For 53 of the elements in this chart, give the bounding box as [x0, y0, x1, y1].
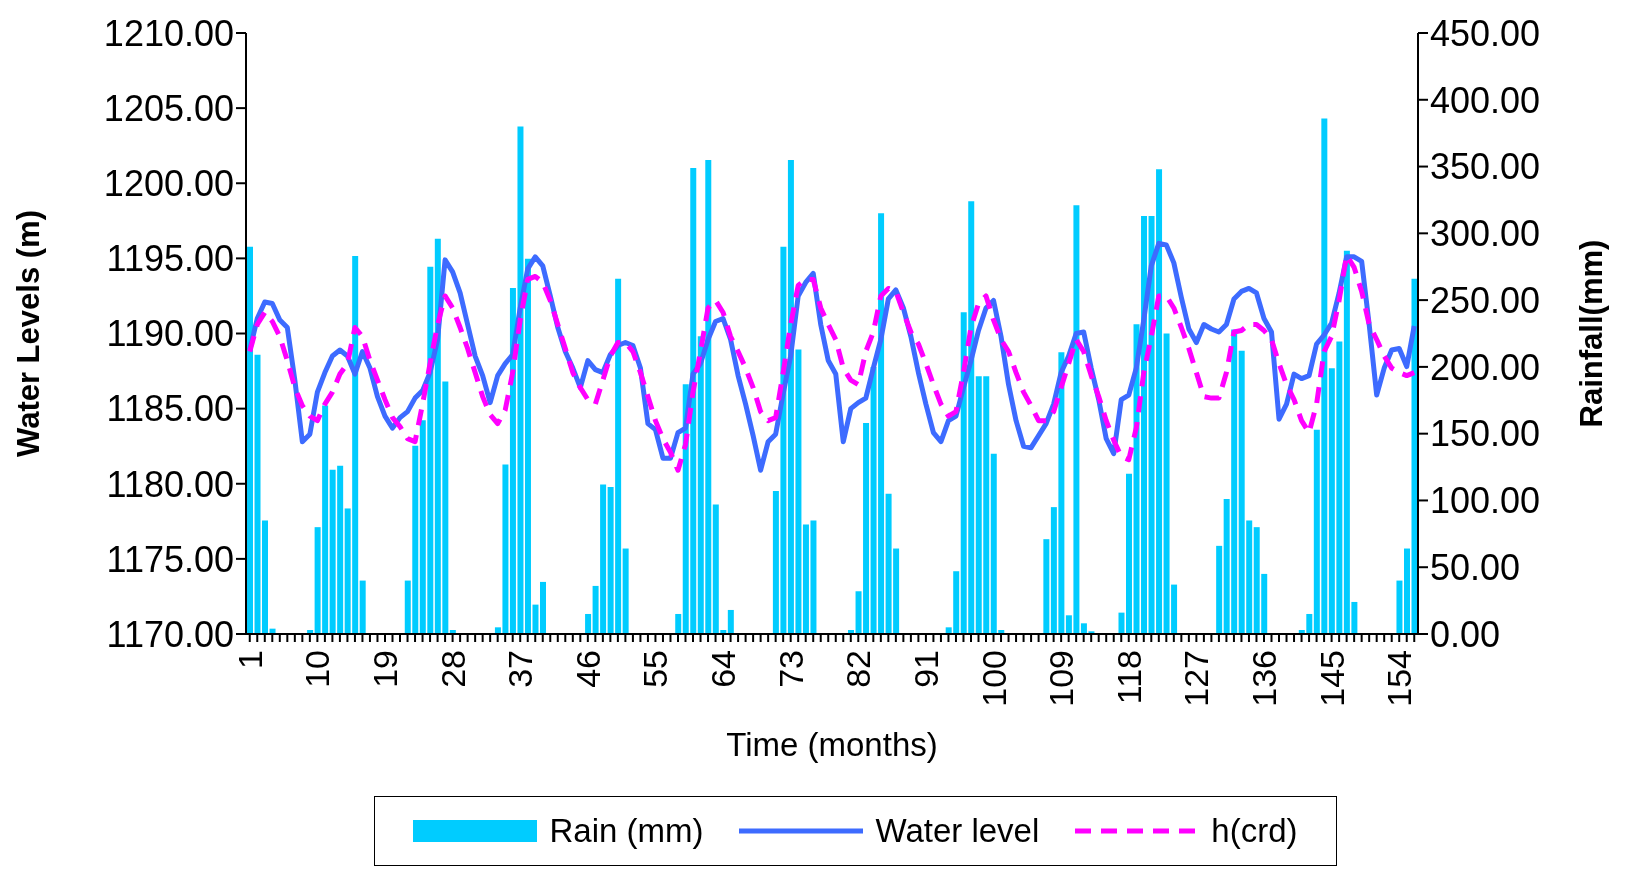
- y2-tick-label: 300.00: [1430, 213, 1541, 255]
- bar: [1118, 612, 1125, 634]
- x-tick-label: 28: [433, 650, 472, 688]
- x-tick-label: 100: [974, 650, 1013, 707]
- x-tick-label: 73: [771, 650, 810, 688]
- y2-tick-label: 150.00: [1430, 413, 1541, 455]
- legend-label: Water level: [875, 812, 1040, 850]
- y2-tick-label: 350.00: [1430, 146, 1541, 188]
- x-tick-label: 136: [1244, 650, 1283, 707]
- y2-tick-label: 250.00: [1430, 279, 1541, 321]
- x-tick-label: 154: [1380, 650, 1419, 707]
- bar: [247, 246, 253, 634]
- x-tick-label: 10: [298, 650, 337, 688]
- y-tick-label: 1210.00: [103, 12, 234, 54]
- y2-axis-title: Rainfall(mm): [1574, 239, 1610, 428]
- y-tick-label: 1185.00: [106, 388, 234, 430]
- y2-tick-label: 0.00: [1430, 613, 1501, 655]
- y2-tick-label: 400.00: [1430, 79, 1541, 121]
- bar: [540, 581, 546, 634]
- x-tick-label: 91: [906, 650, 945, 688]
- bar: [359, 580, 366, 634]
- bar: [727, 609, 734, 634]
- legend-label: Rain (mm): [549, 812, 704, 850]
- y-tick-label: 1200.00: [103, 163, 234, 205]
- legend-label: h(crd): [1211, 812, 1298, 850]
- y-tick-label: 1175.00: [106, 538, 234, 580]
- x-tick-label: 46: [568, 650, 607, 688]
- y-tick-label: 1195.00: [106, 238, 234, 280]
- y-axis-title: Water Levels (m): [11, 210, 47, 457]
- y-tick-label: 1180.00: [106, 463, 234, 505]
- y2-tick-label: 50.00: [1430, 547, 1521, 588]
- x-axis-title: Time (months): [726, 726, 938, 763]
- x-tick-label: 127: [1177, 650, 1216, 707]
- x-tick-label: 55: [636, 650, 675, 688]
- y2-tick-label: 200.00: [1430, 346, 1541, 388]
- x-tick-label: 37: [501, 650, 540, 688]
- bar: [675, 613, 682, 634]
- bar: [1126, 473, 1132, 634]
- bar: [622, 548, 629, 634]
- x-tick-label: 109: [1042, 650, 1081, 707]
- y2-tick-label: 450.00: [1430, 12, 1541, 54]
- y-tick-label: 1190.00: [106, 313, 234, 355]
- y-tick-label: 1205.00: [103, 87, 234, 129]
- bar: [1216, 545, 1223, 634]
- bar: [1396, 580, 1403, 634]
- bar: [1043, 539, 1050, 634]
- x-tick-label: 19: [365, 650, 404, 688]
- y2-tick-label: 100.00: [1430, 480, 1541, 522]
- bar: [585, 613, 592, 634]
- x-tick-label: 64: [704, 650, 743, 688]
- x-tick-label: 145: [1312, 650, 1351, 707]
- x-tick-label: 82: [839, 650, 878, 688]
- x-tick-label: 118: [1109, 650, 1148, 705]
